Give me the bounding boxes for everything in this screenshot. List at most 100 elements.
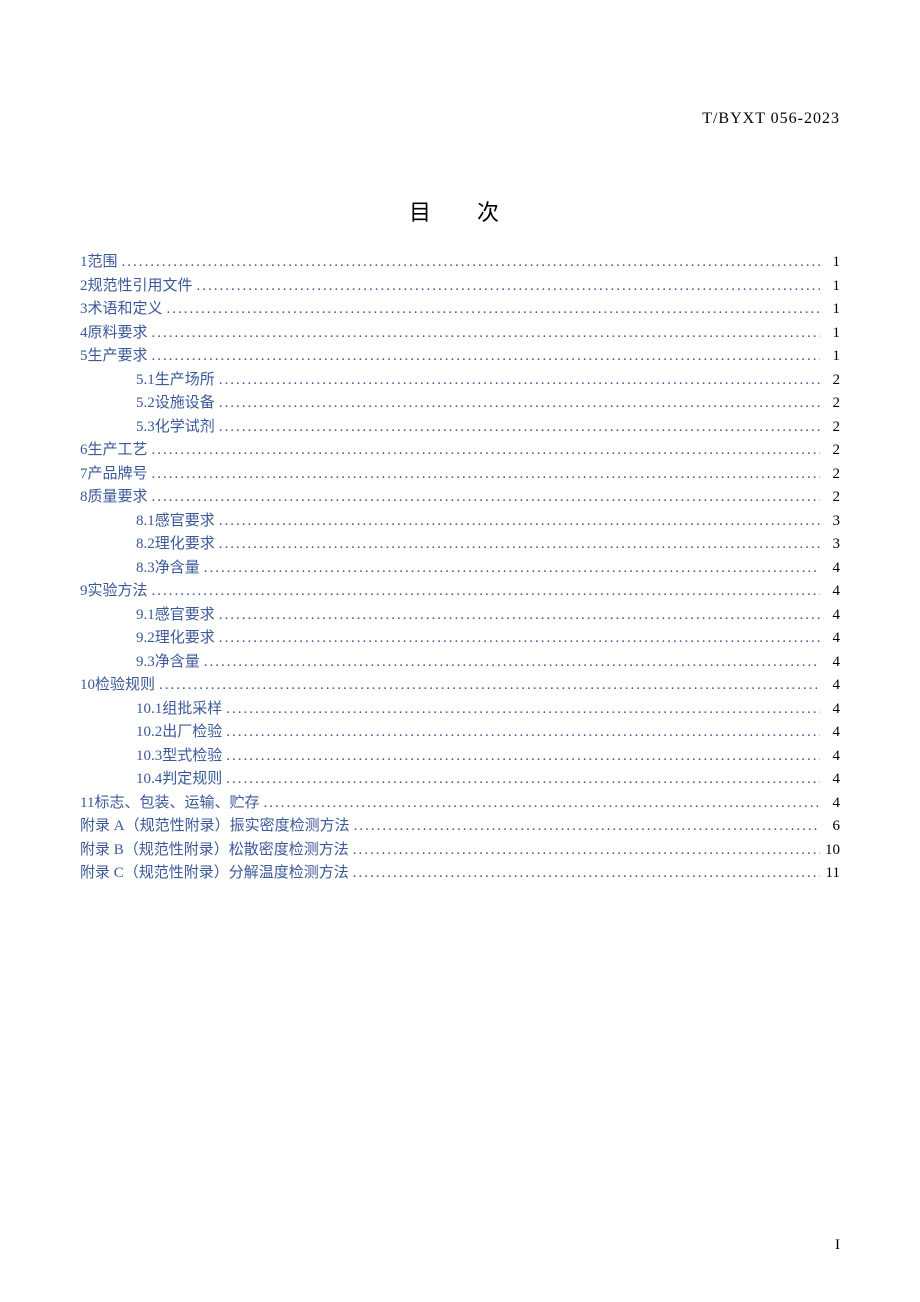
toc-entry-page: 3 <box>824 510 840 534</box>
toc-entry-number: 10.1 <box>136 698 162 722</box>
toc-entry-page: 2 <box>824 416 840 440</box>
toc-entry[interactable]: 5 生产要求 .................................… <box>80 345 840 369</box>
toc-leader-dots: ........................................… <box>204 651 820 675</box>
table-of-contents: 1 范围 ...................................… <box>80 251 840 886</box>
toc-entry-page: 4 <box>824 604 840 628</box>
toc-entry-label: 规范性引用文件 <box>88 275 193 299</box>
toc-entry-label: 感官要求 <box>155 604 215 628</box>
toc-entry-page: 4 <box>824 627 840 651</box>
toc-entry[interactable]: 4 原料要求 .................................… <box>80 322 840 346</box>
toc-entry-label: （规范性附录）振实密度检测方法 <box>125 815 350 839</box>
toc-entry-page: 2 <box>824 486 840 510</box>
toc-entry-page: 4 <box>824 721 840 745</box>
toc-entry-page: 6 <box>824 815 840 839</box>
toc-leader-dots: ........................................… <box>122 251 820 275</box>
toc-entry[interactable]: 附录 A （规范性附录）振实密度检测方法 ...................… <box>80 815 840 839</box>
toc-entry[interactable]: 10.3 型式检验 ..............................… <box>80 745 840 769</box>
toc-leader-dots: ........................................… <box>226 721 820 745</box>
toc-leader-dots: ........................................… <box>219 510 820 534</box>
toc-entry[interactable]: 6 生产工艺 .................................… <box>80 439 840 463</box>
toc-entry-number: 5.1 <box>136 369 155 393</box>
toc-entry[interactable]: 5.1 生产场所 ...............................… <box>80 369 840 393</box>
toc-entry-label: 范围 <box>88 251 118 275</box>
toc-entry[interactable]: 2 规范性引用文件 ..............................… <box>80 275 840 299</box>
toc-entry-number: 9.2 <box>136 627 155 651</box>
toc-entry-label: 组批采样 <box>162 698 222 722</box>
toc-entry-label: 原料要求 <box>88 322 148 346</box>
toc-entry[interactable]: 11 标志、包装、运输、贮存 .........................… <box>80 792 840 816</box>
toc-leader-dots: ........................................… <box>167 298 820 322</box>
toc-entry-label: 型式检验 <box>162 745 222 769</box>
toc-entry-label: （规范性附录）松散密度检测方法 <box>124 839 349 863</box>
toc-entry-page: 1 <box>824 275 840 299</box>
toc-entry[interactable]: 附录 B （规范性附录）松散密度检测方法 ...................… <box>80 839 840 863</box>
toc-entry-label: 质量要求 <box>88 486 148 510</box>
toc-leader-dots: ........................................… <box>219 604 820 628</box>
toc-entry-page: 4 <box>824 580 840 604</box>
toc-entry-page: 1 <box>824 298 840 322</box>
toc-entry-page: 4 <box>824 768 840 792</box>
toc-entry-label: 生产要求 <box>88 345 148 369</box>
toc-entry[interactable]: 7 产品牌号 .................................… <box>80 463 840 487</box>
toc-entry[interactable]: 8.2 理化要求 ...............................… <box>80 533 840 557</box>
toc-leader-dots: ........................................… <box>219 627 820 651</box>
toc-entry-number: 7 <box>80 463 88 487</box>
toc-entry-number: 6 <box>80 439 88 463</box>
toc-entry[interactable]: 8.1 感官要求 ...............................… <box>80 510 840 534</box>
toc-entry-number: 9.1 <box>136 604 155 628</box>
toc-entry-label: 生产场所 <box>155 369 215 393</box>
toc-entry-number: 8.1 <box>136 510 155 534</box>
toc-entry[interactable]: 附录 C （规范性附录）分解温度检测方法 ...................… <box>80 862 840 886</box>
toc-entry-label: （规范性附录）分解温度检测方法 <box>124 862 349 886</box>
toc-title: 目 次 <box>80 195 840 227</box>
toc-leader-dots: ........................................… <box>152 463 820 487</box>
toc-leader-dots: ........................................… <box>226 698 820 722</box>
toc-entry-label: 检验规则 <box>95 674 155 698</box>
toc-leader-dots: ........................................… <box>152 322 820 346</box>
toc-entry[interactable]: 9.1 感官要求 ...............................… <box>80 604 840 628</box>
toc-entry[interactable]: 8.3 净含量 ................................… <box>80 557 840 581</box>
toc-leader-dots: ........................................… <box>159 674 820 698</box>
toc-leader-dots: ........................................… <box>219 533 820 557</box>
page-container: T/BYXT 056-2023 目 次 1 范围 ...............… <box>0 0 920 1302</box>
toc-leader-dots: ........................................… <box>226 768 820 792</box>
toc-entry[interactable]: 5.2 设施设备 ...............................… <box>80 392 840 416</box>
toc-leader-dots: ........................................… <box>152 439 820 463</box>
toc-entry-number: 11 <box>80 792 94 816</box>
toc-entry-label: 感官要求 <box>155 510 215 534</box>
toc-leader-dots: ........................................… <box>353 862 820 886</box>
toc-entry-label: 标志、包装、运输、贮存 <box>94 792 259 816</box>
toc-entry-label: 净含量 <box>155 651 200 675</box>
toc-entry[interactable]: 9.3 净含量 ................................… <box>80 651 840 675</box>
toc-entry-label: 设施设备 <box>155 392 215 416</box>
toc-entry-number: 附录 B <box>80 839 124 863</box>
toc-entry-number: 10.2 <box>136 721 162 745</box>
toc-entry-page: 2 <box>824 392 840 416</box>
toc-entry[interactable]: 8 质量要求 .................................… <box>80 486 840 510</box>
toc-entry-label: 出厂检验 <box>162 721 222 745</box>
toc-entry-number: 5 <box>80 345 88 369</box>
toc-entry-page: 4 <box>824 698 840 722</box>
toc-entry[interactable]: 10 检验规则 ................................… <box>80 674 840 698</box>
toc-entry[interactable]: 9.2 理化要求 ...............................… <box>80 627 840 651</box>
toc-entry[interactable]: 9 实验方法 .................................… <box>80 580 840 604</box>
toc-leader-dots: ........................................… <box>219 416 820 440</box>
toc-entry-number: 附录 A <box>80 815 125 839</box>
toc-entry-number: 5.3 <box>136 416 155 440</box>
toc-entry-number: 附录 C <box>80 862 124 886</box>
toc-entry-number: 2 <box>80 275 88 299</box>
toc-entry[interactable]: 10.1 组批采样 ..............................… <box>80 698 840 722</box>
toc-entry[interactable]: 1 范围 ...................................… <box>80 251 840 275</box>
toc-leader-dots: ........................................… <box>152 580 820 604</box>
toc-entry-label: 生产工艺 <box>88 439 148 463</box>
toc-entry-page: 4 <box>824 792 840 816</box>
toc-entry[interactable]: 10.4 判定规则 ..............................… <box>80 768 840 792</box>
toc-entry-page: 1 <box>824 251 840 275</box>
toc-entry[interactable]: 10.2 出厂检验 ..............................… <box>80 721 840 745</box>
toc-entry[interactable]: 3 术语和定义 ................................… <box>80 298 840 322</box>
toc-entry-page: 4 <box>824 674 840 698</box>
toc-entry-page: 10 <box>824 839 840 863</box>
toc-entry-page: 4 <box>824 651 840 675</box>
toc-entry[interactable]: 5.3 化学试剂 ...............................… <box>80 416 840 440</box>
toc-entry-number: 10.4 <box>136 768 162 792</box>
